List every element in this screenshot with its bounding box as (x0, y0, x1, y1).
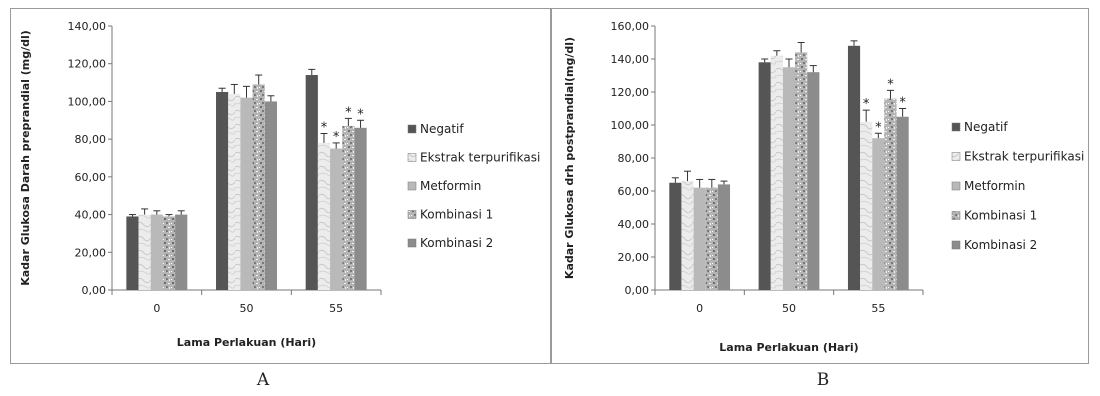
legend-label: Ekstrak terpurifikasi (420, 151, 540, 165)
legend-swatch (407, 210, 417, 219)
x-tick-label: 50 (240, 302, 254, 315)
significance-star: * (333, 130, 340, 145)
x-tick-label: 0 (153, 302, 160, 315)
legend-swatch (951, 152, 961, 161)
bar (896, 116, 909, 290)
bar (860, 121, 873, 290)
significance-star: * (887, 77, 894, 92)
bar (305, 75, 318, 291)
chart-panel-b: 0,00 20,00 40,00 60,00 80,00 100,00 120,00 140,… (551, 8, 1089, 364)
significance-star: * (357, 107, 364, 122)
bar (126, 216, 139, 290)
bar (240, 97, 253, 291)
x-axis-title: Lama Perlakuan (Hari) (719, 341, 858, 354)
bar (872, 138, 885, 290)
y-tick-label: 40,00 (618, 218, 650, 231)
bar (758, 62, 771, 290)
legend-label: Ekstrak terpurifikasi (964, 150, 1084, 164)
bar (681, 181, 694, 290)
legend-swatch (951, 122, 961, 132)
bar (717, 184, 731, 290)
y-tick-label: 40,00 (75, 209, 107, 222)
bar (705, 187, 718, 290)
significance-star: * (321, 120, 328, 135)
bar (175, 214, 188, 290)
legend-swatch (951, 211, 961, 220)
bar (228, 93, 241, 290)
bar (354, 127, 367, 290)
bar (342, 125, 355, 290)
legend-swatch (407, 181, 417, 191)
y-tick-label: 80,00 (618, 152, 650, 165)
y-tick-label: 160,00 (611, 20, 650, 33)
x-tick-label: 55 (871, 302, 885, 315)
x-tick-label: 50 (782, 302, 796, 315)
y-tick-label: 100,00 (611, 119, 650, 132)
bar (693, 187, 706, 290)
bar (782, 67, 796, 290)
x-tick-label: 0 (696, 302, 703, 315)
bar (150, 214, 163, 290)
legend-label: Metformin (964, 179, 1025, 193)
y-tick-label: 80,00 (75, 133, 107, 146)
y-tick-label: 60,00 (618, 185, 650, 198)
bar (669, 182, 682, 290)
y-tick-label: 140,00 (611, 53, 650, 66)
y-axis-title: Kadar Glukosa drh postprandial(mg/dl) (563, 37, 576, 279)
y-axis-title: Kadar Glukosa Darah preprandial (mg/dl) (19, 30, 32, 286)
chart-a-svg: 0,00 20,00 40,00 60,00 80,00 100,00 120,00 140,… (19, 20, 540, 349)
legend-label: Negatif (420, 122, 464, 136)
y-tick-label: 0,00 (82, 284, 107, 297)
bar (264, 101, 277, 290)
significance-star: * (875, 120, 882, 135)
legend-label: Kombinasi 1 (420, 208, 493, 222)
y-tick-label: 60,00 (75, 171, 107, 184)
legend-swatch (407, 238, 417, 248)
bar (330, 148, 343, 290)
x-axis-title: Lama Perlakuan (Hari) (177, 336, 316, 349)
bar (317, 142, 331, 290)
y-tick-label: 100,00 (68, 95, 107, 108)
caption-a: A (256, 370, 270, 390)
significance-star: * (863, 97, 870, 112)
chart-b-svg: 0,00 20,00 40,00 60,00 80,00 100,00 120,00 140,… (563, 20, 1084, 354)
legend-label: Kombinasi 2 (964, 238, 1037, 252)
legend-label: Kombinasi 2 (420, 236, 493, 250)
legend-swatch (407, 153, 417, 162)
significance-star: * (899, 96, 906, 111)
bar (216, 92, 229, 290)
legend-label: Negatif (964, 120, 1008, 134)
bar (884, 98, 897, 290)
legend-label: Kombinasi 1 (964, 209, 1037, 223)
legend-swatch (951, 240, 961, 250)
x-tick-label: 55 (329, 302, 343, 315)
bar (847, 45, 861, 290)
y-tick-label: 140,00 (68, 20, 107, 33)
y-tick-label: 0,00 (625, 284, 650, 297)
bar (770, 55, 783, 291)
bar (162, 216, 176, 290)
y-tick-label: 20,00 (618, 251, 650, 264)
chart-panel-a: 0,00 20,00 40,00 60,00 80,00 100,00 120,00 140,… (10, 8, 551, 364)
bar (252, 84, 265, 290)
y-tick-label: 120,00 (611, 86, 650, 99)
y-tick-label: 120,00 (68, 58, 107, 71)
bar (795, 52, 808, 291)
significance-star: * (345, 105, 352, 120)
y-tick-label: 20,00 (75, 246, 107, 259)
bar (138, 214, 151, 290)
legend-swatch (407, 124, 417, 134)
bar (807, 72, 820, 290)
caption-b: B (816, 370, 830, 390)
legend-label: Metformin (420, 179, 481, 193)
legend-swatch (951, 181, 961, 191)
